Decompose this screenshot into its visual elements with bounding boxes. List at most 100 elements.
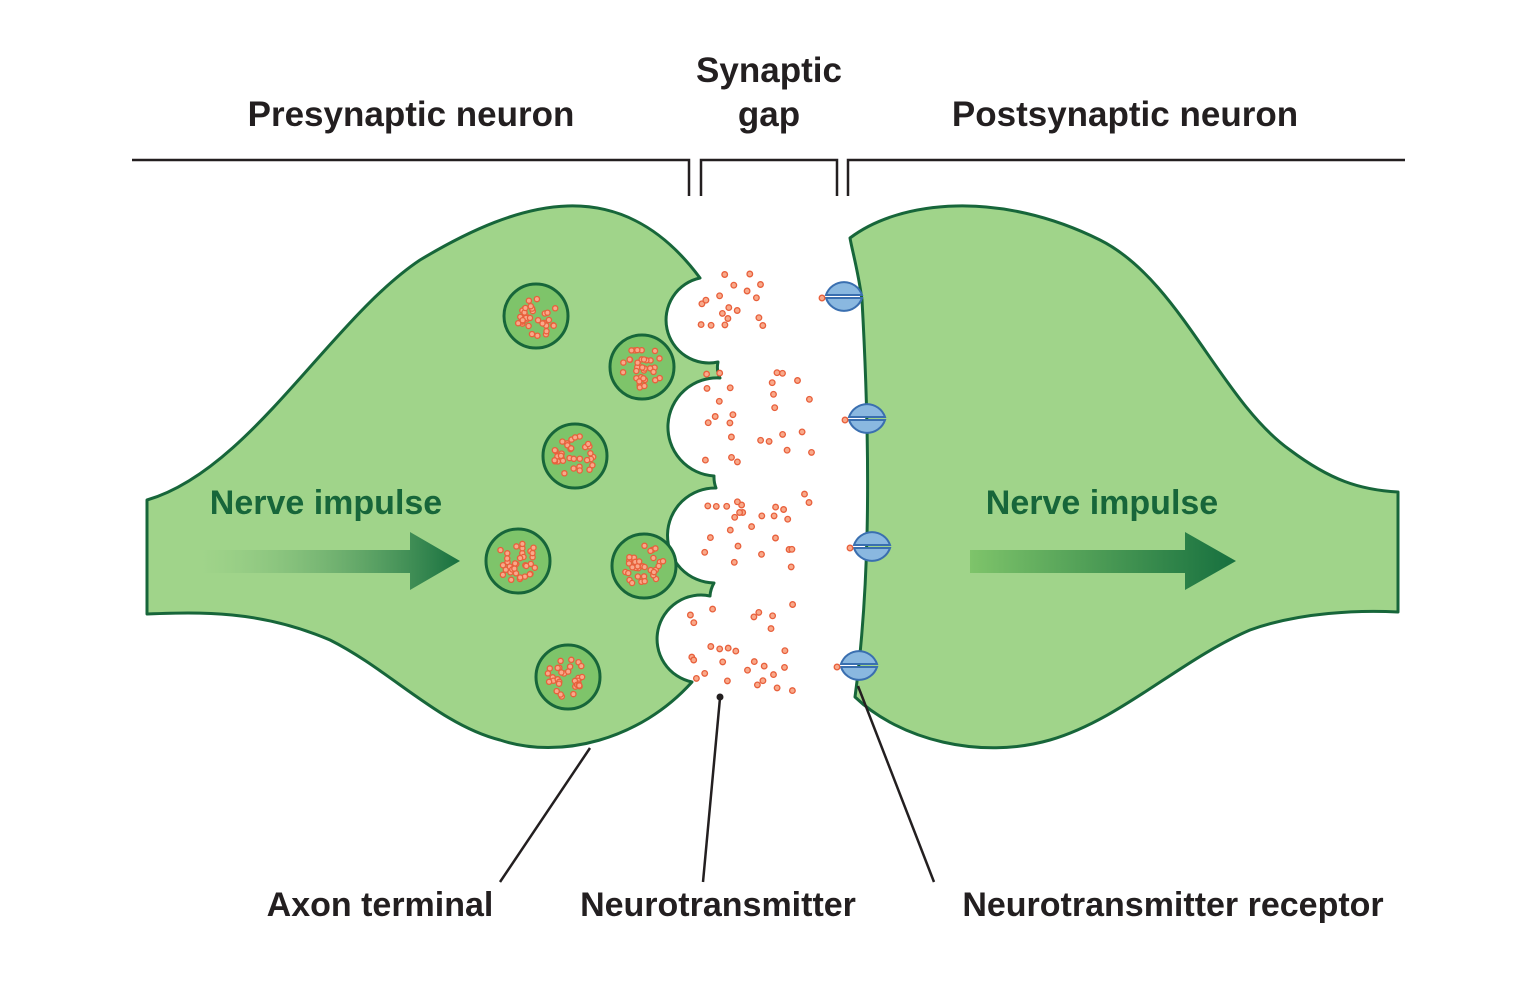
vesicle-neurotransmitter: [534, 332, 541, 339]
synaptic-gap-label-line2: gap: [738, 95, 800, 134]
neurotransmitter-molecule: [755, 608, 763, 616]
neurotransmitter-label: Neurotransmitter: [580, 886, 856, 924]
neurotransmitter-molecule: [781, 663, 788, 671]
vesicle-neurotransmitter: [641, 563, 648, 571]
neurotransmitter-molecule: [784, 515, 792, 523]
vesicle: [502, 282, 570, 350]
neurotransmitter-molecule: [808, 448, 815, 456]
axon-terminal-leader: [498, 747, 592, 883]
neurotransmitter-molecule: [701, 669, 709, 677]
vesicle-neurotransmitter: [635, 558, 643, 565]
neurotransmitter-molecule: [723, 502, 731, 510]
vesicle-neurotransmitter: [522, 304, 529, 312]
vesicle-neurotransmitter: [571, 434, 579, 441]
neurotransmitter-molecule: [702, 296, 710, 304]
vesicle-neurotransmitter: [589, 461, 596, 469]
neurotransmitter-molecule: [801, 490, 808, 498]
vesicle-neurotransmitter: [545, 678, 553, 686]
presynaptic-neuron: [145, 204, 722, 750]
vesicle-neurotransmitter: [553, 687, 560, 695]
vesicle-neurotransmitter: [620, 359, 627, 366]
neurotransmitter-molecule: [780, 506, 788, 513]
nerve-impulse-label-left: Nerve impulse: [210, 484, 442, 522]
postsynaptic-bracket: [846, 158, 1405, 196]
neurotransmitter-molecule: [770, 390, 777, 398]
neurotransmitter-molecule: [726, 526, 734, 534]
nerve-impulse-label-right: Nerve impulse: [986, 484, 1218, 522]
vesicle-neurotransmitter: [652, 545, 659, 552]
neurotransmitter-molecule: [750, 613, 758, 621]
neurotransmitter-receptors: [818, 281, 892, 681]
neurotransmitter-molecule: [730, 281, 738, 289]
receptor: [846, 531, 892, 562]
vesicle-neurotransmitter: [526, 571, 534, 578]
vesicle-neurotransmitter: [507, 576, 515, 584]
neurotransmitter-molecule: [759, 677, 767, 685]
region-brackets: [132, 158, 1405, 196]
neurotransmitter-molecule: [711, 413, 719, 420]
neurotransmitter-molecule: [767, 625, 775, 633]
neurotransmitter-molecule: [731, 513, 739, 521]
vesicle-neurotransmitter: [650, 554, 657, 562]
release-cluster: [701, 369, 815, 466]
release-cluster: [697, 270, 767, 329]
neurotransmitter-molecule: [690, 656, 698, 664]
neurotransmitter-molecule: [716, 369, 724, 377]
neurotransmitter-molecule: [703, 384, 711, 392]
postsynaptic-neuron: [848, 204, 1400, 750]
neurotransmitter-molecule: [686, 611, 694, 619]
neurotransmitter-molecule: [733, 498, 741, 506]
vesicle-neurotransmitter: [504, 550, 511, 557]
vesicle-neurotransmitter: [557, 452, 565, 460]
neurotransmitter-molecule: [750, 658, 758, 666]
vesicle-neurotransmitter: [529, 549, 536, 557]
vesicle-neurotransmitter: [557, 691, 564, 698]
vesicle-neurotransmitter: [578, 673, 586, 681]
vesicle-neurotransmitter: [584, 440, 592, 448]
vesicle-neurotransmitter: [576, 455, 584, 462]
neurotransmitter-molecule: [789, 601, 797, 608]
neurotransmitter-molecule: [769, 612, 777, 620]
neurotransmitter-molecule: [726, 419, 734, 427]
neurotransmitter-molecule: [788, 687, 796, 695]
bound-neurotransmitter: [833, 663, 841, 671]
receptor: [818, 281, 864, 312]
release-cluster: [686, 601, 797, 695]
synaptic-gap-bracket: [699, 158, 839, 196]
vesicle-neurotransmitter: [651, 347, 659, 355]
neurotransmitter-molecule: [718, 309, 726, 317]
neurotransmitter-molecule: [707, 643, 715, 650]
neurotransmitter-molecule: [719, 658, 727, 666]
neurotransmitter-molecule: [746, 270, 754, 278]
neurotransmitter-molecule: [794, 377, 801, 384]
vesicle-neurotransmitter: [558, 669, 565, 676]
neurotransmitter-molecule: [748, 523, 756, 531]
neurotransmitter-molecule: [730, 558, 738, 566]
vesicle-neurotransmitter: [539, 320, 546, 327]
neurotransmitter-molecule: [770, 512, 778, 520]
neurotransmitter-molecule: [716, 292, 724, 300]
vesicle-neurotransmitter: [640, 375, 647, 382]
neurotransmitter-leader-dot: [716, 693, 724, 701]
vesicle-neurotransmitter: [513, 543, 520, 550]
neurotransmitter-molecule: [733, 307, 741, 314]
vesicle-neurotransmitter: [587, 450, 594, 457]
neurotransmitter-molecule: [755, 314, 763, 322]
neurotransmitter-molecule: [758, 512, 766, 520]
neurotransmitter-molecule: [692, 674, 700, 682]
vesicle-neurotransmitter: [570, 690, 577, 698]
nerve-impulse-arrow-right: [970, 532, 1236, 590]
neurotransmitter-molecule: [772, 503, 780, 511]
vesicle-neurotransmitter: [641, 542, 648, 550]
synaptic-vesicles: [484, 282, 678, 711]
vesicle-neurotransmitter: [543, 327, 550, 335]
neurotransmitter-molecule: [709, 605, 717, 613]
vesicle-neurotransmitter: [516, 574, 524, 581]
neurotransmitter-molecule: [773, 369, 781, 377]
vesicle-neurotransmitter: [503, 555, 511, 562]
neurotransmitter-molecule: [788, 545, 796, 553]
neurotransmitter-molecule: [736, 509, 744, 516]
neurotransmitter-molecule: [728, 453, 735, 461]
neurotransmitter-molecule: [701, 548, 709, 556]
vesicle-neurotransmitter: [655, 562, 662, 570]
